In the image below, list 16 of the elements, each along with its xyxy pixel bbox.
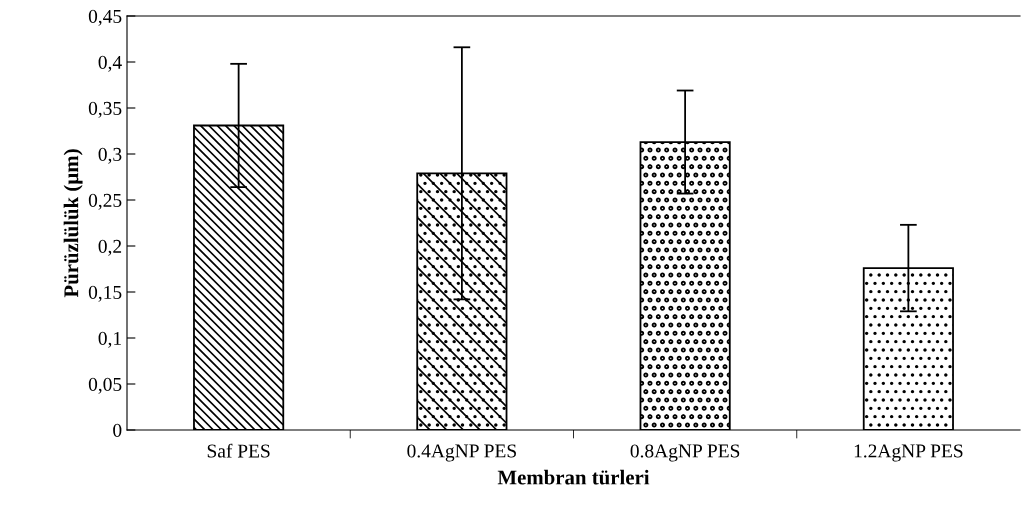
y-tick-label: 0 [113,423,122,437]
x-tick-label: 0.4AgNP PES [407,444,516,462]
y-tick-label: 0,05 [88,377,122,394]
y-axis-title: Pürüzlülük (µm) [63,149,83,298]
y-tick-label: 0,45 [88,9,122,26]
y-tick-label: 0,35 [88,101,122,118]
x-tick-label: 1.2AgNP PES [854,444,963,462]
y-tick-label: 0,3 [98,147,122,164]
y-tick-label: 0,1 [98,331,121,348]
y-tick-label: 0,4 [98,55,122,72]
y-tick-label: 0,2 [98,239,122,256]
x-tick-label: 0.8AgNP PES [630,444,740,462]
x-tick-label: Saf PES [207,443,270,458]
x-axis-title: Membran türleri [497,469,650,485]
y-tick-label: 0,15 [88,285,122,302]
y-tick-label: 0,25 [88,193,122,210]
